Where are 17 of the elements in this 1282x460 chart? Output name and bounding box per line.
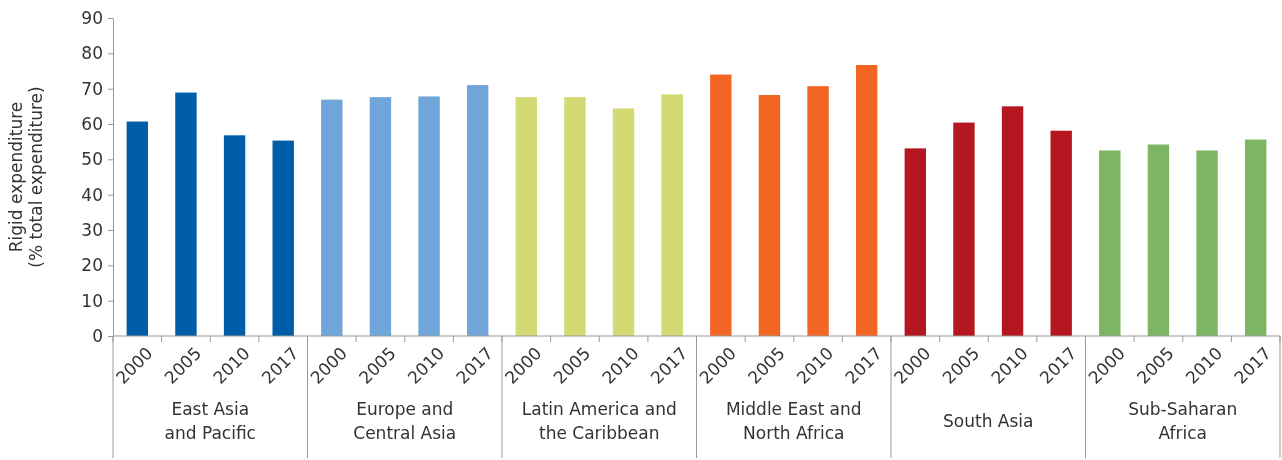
y-tick-label: 20 [81, 255, 103, 276]
y-tick-label: 30 [81, 219, 103, 240]
text: Sub-Saharan Africa [1128, 399, 1238, 443]
y-tick-label: 50 [81, 149, 103, 170]
y-tick-label: 60 [81, 113, 103, 134]
text: Europe and Central Asia [353, 399, 457, 443]
y-tick-label: 0 [92, 325, 103, 346]
y-tick-label: 90 [81, 7, 103, 28]
y-tick-label: 10 [81, 290, 103, 311]
text: Middle East and North Africa [725, 399, 862, 443]
text: East Asia and Pacific [164, 399, 256, 443]
text: South Asia [943, 411, 1034, 431]
y-axis-title: Rigid expenditure (% total expenditure) [6, 86, 46, 268]
text: Latin America and the Caribbean [521, 399, 677, 443]
y-tick-label: 70 [81, 78, 103, 99]
y-tick-label: 80 [81, 43, 103, 64]
y-tick-label: 40 [81, 184, 103, 205]
